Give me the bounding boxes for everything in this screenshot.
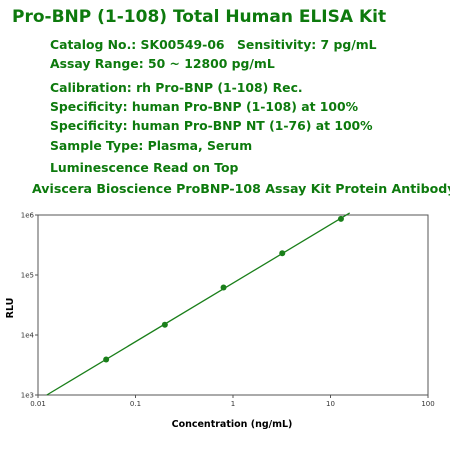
y-tick-label: 1e5 xyxy=(21,272,34,280)
sensitivity: Sensitivity: 7 pg/mL xyxy=(237,37,377,52)
data-point xyxy=(337,215,344,222)
x-tick-label: 0.1 xyxy=(130,400,141,408)
y-tick-label: 1e3 xyxy=(21,392,34,400)
data-point xyxy=(161,321,168,328)
specificity-2: Specificity: human Pro-BNP NT (1-76) at … xyxy=(50,118,373,133)
data-point xyxy=(103,356,110,363)
data-point xyxy=(220,284,227,291)
chart-ticks: 0.01 0.1 1 10 100 1e3 1e4 1e5 1e6 xyxy=(21,212,435,409)
x-tick-label: 100 xyxy=(421,400,434,408)
calibration: Calibration: rh Pro-BNP (1-108) Rec. xyxy=(50,80,303,95)
x-tick-label: 0.01 xyxy=(30,400,46,408)
assay-range: Assay Range: 50 ~ 12800 pg/mL xyxy=(50,56,275,71)
specificity-1: Specificity: human Pro-BNP (1-108) at 10… xyxy=(50,99,359,114)
chart-marks xyxy=(46,212,351,396)
data-point xyxy=(279,250,286,257)
sample-type: Sample Type: Plasma, Serum xyxy=(50,138,253,153)
y-tick-label: 1e6 xyxy=(21,212,35,220)
x-tick-label: 10 xyxy=(326,400,335,408)
x-tick-label: 1 xyxy=(231,400,235,408)
catalog-number: Catalog No.: SK00549-06 xyxy=(50,37,225,52)
y-axis-label: RLU xyxy=(5,298,16,319)
x-axis-label: Concentration (ng/mL) xyxy=(172,419,293,430)
kit-title: Pro-BNP (1-108) Total Human ELISA Kit xyxy=(12,7,387,27)
y-tick-label: 1e4 xyxy=(21,332,35,340)
chart-axes xyxy=(37,214,429,396)
plot-frame xyxy=(37,214,429,396)
chart-subtitle: Aviscera Bioscience ProBNP-108 Assay Kit… xyxy=(32,181,450,196)
standard-curve-chart: 0.01 0.1 1 10 100 1e3 1e4 1e5 1e6 RLU Concentrat… xyxy=(5,212,435,431)
read-mode: Luminescence Read on Top xyxy=(50,160,239,175)
fit-line xyxy=(46,212,351,396)
